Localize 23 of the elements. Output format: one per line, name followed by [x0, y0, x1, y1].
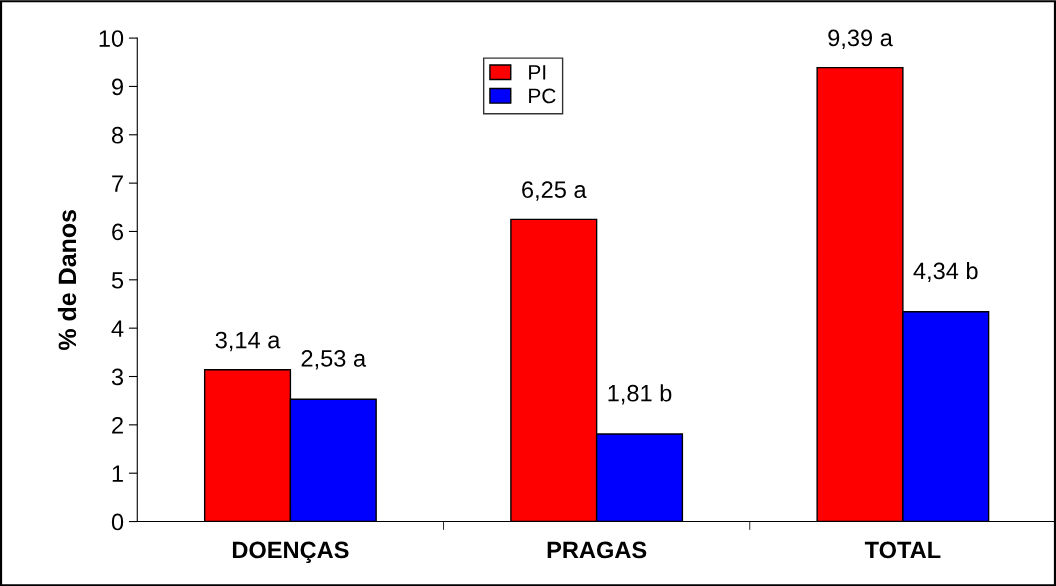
- y-tick-label: 0: [111, 513, 124, 531]
- y-tick-label: 9: [112, 78, 123, 96]
- data-label: 6,25 a: [522, 181, 587, 201]
- data-label: 2,53 a: [301, 350, 367, 370]
- x-tick-label: TOTAL: [864, 541, 941, 559]
- y-tick-label: 8: [111, 126, 124, 144]
- data-label: 9,39 a: [828, 29, 893, 50]
- legend-label: PI: [529, 65, 546, 80]
- data-label: 4,34 b: [913, 261, 978, 283]
- y-tick-label: 5: [111, 272, 124, 289]
- y-tick-label: 2: [112, 416, 123, 434]
- x-tick-label: PRAGAS: [547, 541, 647, 559]
- x-tick-label: DOENÇAS: [232, 541, 349, 563]
- y-tick-label: 3: [111, 368, 124, 386]
- y-axis-title: % de Danos: [57, 209, 77, 351]
- y-tick-label: 4: [111, 320, 124, 337]
- y-tick-label: 6: [112, 223, 124, 241]
- y-tick-label: 7: [112, 175, 123, 192]
- data-label: 1,81 b: [608, 384, 672, 405]
- legend-label: PC: [529, 88, 556, 104]
- y-tick-label: 1: [112, 465, 123, 482]
- y-tick-label: 10: [99, 30, 124, 47]
- data-label: 3,14 a: [215, 331, 281, 352]
